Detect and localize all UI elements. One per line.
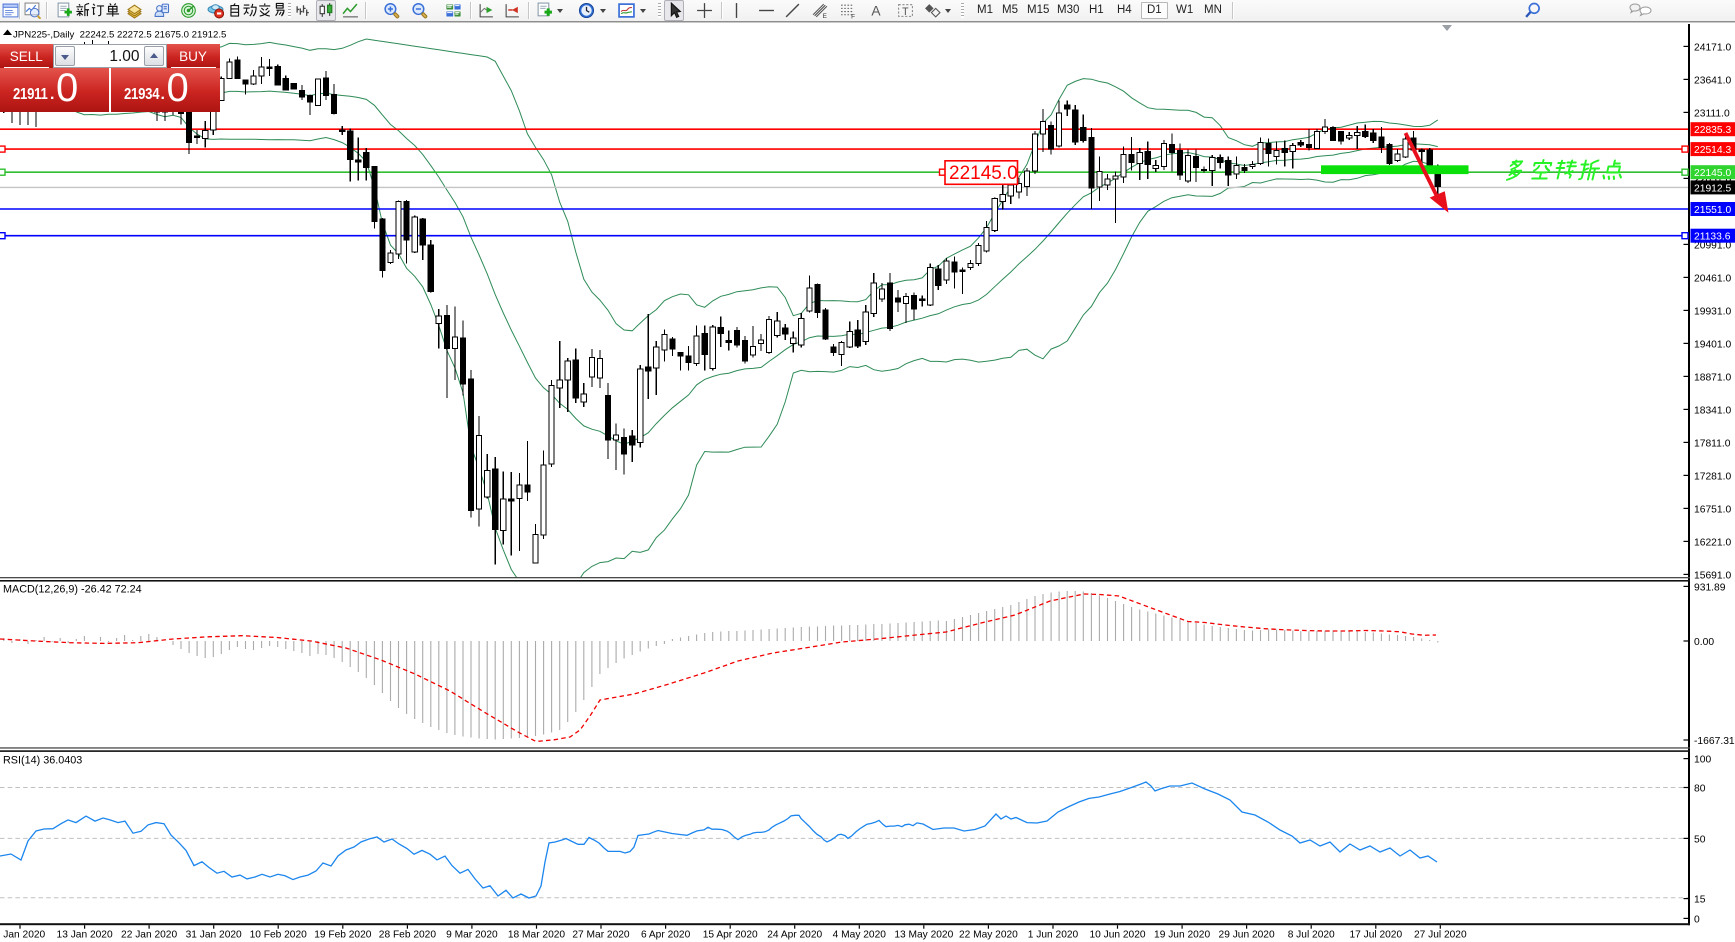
svg-text:19 Feb 2020: 19 Feb 2020 — [314, 929, 372, 940]
svg-text:27 Jul 2020: 27 Jul 2020 — [1414, 929, 1467, 940]
svg-text:1 Jun 2020: 1 Jun 2020 — [1028, 929, 1079, 940]
svg-text:22145.0: 22145.0 — [949, 163, 1018, 184]
svg-text:931.89: 931.89 — [1694, 582, 1726, 593]
svg-text:16221.0: 16221.0 — [1694, 537, 1731, 548]
svg-text:24171.0: 24171.0 — [1694, 42, 1731, 53]
svg-text:100: 100 — [1694, 755, 1711, 766]
svg-text:28 Feb 2020: 28 Feb 2020 — [379, 929, 437, 940]
svg-text:17281.0: 17281.0 — [1694, 471, 1731, 482]
svg-text:27 Mar 2020: 27 Mar 2020 — [572, 929, 630, 940]
svg-text:15 Apr 2020: 15 Apr 2020 — [703, 929, 758, 940]
svg-text:10 Jun 2020: 10 Jun 2020 — [1089, 929, 1145, 940]
svg-text:22 May 2020: 22 May 2020 — [959, 929, 1018, 940]
svg-text:18 Mar 2020: 18 Mar 2020 — [508, 929, 566, 940]
svg-text:A: A — [871, 2, 881, 18]
svg-text:22514.3: 22514.3 — [1694, 145, 1731, 156]
svg-text:21551.0: 21551.0 — [1694, 205, 1731, 216]
svg-text:22835.3: 22835.3 — [1694, 125, 1731, 136]
svg-text:10 Feb 2020: 10 Feb 2020 — [250, 929, 308, 940]
svg-text:MACD(12,26,9) -26.42 72.24: MACD(12,26,9) -26.42 72.24 — [3, 584, 142, 596]
svg-text:0: 0 — [1694, 914, 1700, 925]
svg-text:15691.0: 15691.0 — [1694, 570, 1731, 581]
svg-text:T: T — [902, 6, 909, 18]
svg-text:F: F — [851, 13, 855, 19]
svg-text:24 Apr 2020: 24 Apr 2020 — [767, 929, 822, 940]
svg-text:17 Jul 2020: 17 Jul 2020 — [1349, 929, 1402, 940]
svg-text:9 Mar 2020: 9 Mar 2020 — [446, 929, 498, 940]
svg-text:22145.0: 22145.0 — [1694, 168, 1731, 179]
svg-text:21912.5: 21912.5 — [1694, 183, 1731, 194]
svg-text:19931.0: 19931.0 — [1694, 306, 1731, 317]
svg-text:3 Jan 2020: 3 Jan 2020 — [0, 929, 46, 940]
svg-text:29 Jun 2020: 29 Jun 2020 — [1219, 929, 1275, 940]
svg-text:20991.0: 20991.0 — [1694, 240, 1731, 251]
svg-text:22051.0: 22051.0 — [1694, 174, 1731, 185]
svg-text:18341.0: 18341.0 — [1694, 405, 1731, 416]
svg-text:80: 80 — [1694, 784, 1706, 795]
svg-text:23111.0: 23111.0 — [1694, 108, 1730, 119]
svg-text:13 Jan 2020: 13 Jan 2020 — [57, 929, 113, 940]
svg-text:21133.6: 21133.6 — [1694, 232, 1731, 243]
svg-text:31 Jan 2020: 31 Jan 2020 — [186, 929, 242, 940]
svg-text:4 May 2020: 4 May 2020 — [833, 929, 887, 940]
svg-text:50: 50 — [1694, 834, 1706, 845]
svg-text:0.00: 0.00 — [1694, 637, 1714, 648]
svg-text:23641.0: 23641.0 — [1694, 75, 1731, 86]
svg-text:19401.0: 19401.0 — [1694, 339, 1731, 350]
svg-text:22 Jan 2020: 22 Jan 2020 — [121, 929, 177, 940]
svg-text:-1667.31: -1667.31 — [1694, 736, 1735, 747]
svg-text:15: 15 — [1694, 895, 1706, 906]
svg-text:E: E — [823, 13, 827, 19]
svg-text:8 Jul 2020: 8 Jul 2020 — [1288, 929, 1335, 940]
svg-text:RSI(14) 36.0403: RSI(14) 36.0403 — [3, 755, 82, 767]
svg-text:18871.0: 18871.0 — [1694, 372, 1731, 383]
svg-text:6 Apr 2020: 6 Apr 2020 — [641, 929, 691, 940]
svg-text:22051.0: 22051.0 — [1694, 174, 1731, 185]
svg-text:19 Jun 2020: 19 Jun 2020 — [1154, 929, 1210, 940]
svg-text:17811.0: 17811.0 — [1694, 438, 1731, 449]
svg-text:13 May 2020: 13 May 2020 — [894, 929, 953, 940]
svg-text:20461.0: 20461.0 — [1694, 273, 1731, 284]
svg-text:JPN225-,Daily 22242.5 22272.5: JPN225-,Daily 22242.5 22272.5 21675.0 21… — [13, 30, 226, 41]
svg-text:16751.0: 16751.0 — [1694, 504, 1731, 515]
